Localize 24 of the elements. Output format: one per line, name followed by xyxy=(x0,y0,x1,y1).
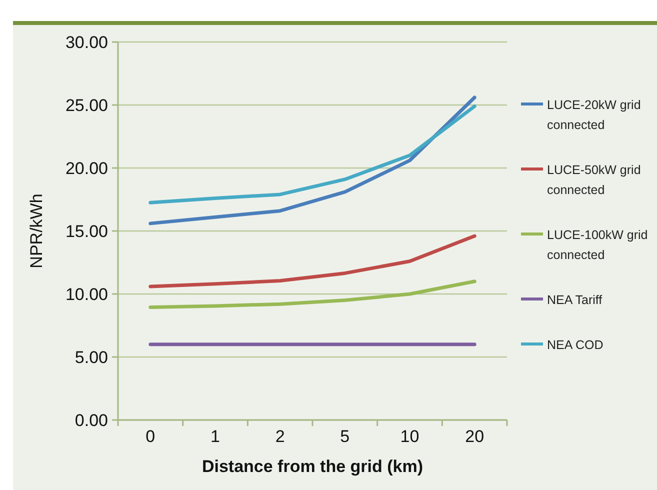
legend-label: LUCE-20kW grid connected xyxy=(547,98,641,132)
y-tick-label: 0.00 xyxy=(74,410,108,430)
x-tick-label: 0 xyxy=(146,427,156,446)
line-series xyxy=(148,104,476,204)
y-tick-label: 10.00 xyxy=(65,284,108,304)
legend-label: NEA Tariff xyxy=(547,293,603,307)
y-tick-label: 5.00 xyxy=(74,348,108,367)
x-tick-label: 2 xyxy=(275,427,285,446)
x-axis-title: Distance from the grid (km) xyxy=(202,457,424,476)
line-series xyxy=(148,234,476,288)
y-tick-label: 25.00 xyxy=(65,96,108,115)
y-axis-title: NPR/kWh xyxy=(27,194,46,268)
line-series xyxy=(148,96,476,226)
y-tick-label: 20.00 xyxy=(65,158,108,178)
legend-label: LUCE-50kW grid connected xyxy=(547,163,641,197)
legend-label: NEA COD xyxy=(547,338,604,352)
line-series xyxy=(148,280,476,309)
x-tick-label: 20 xyxy=(465,427,484,446)
x-tick-label: 5 xyxy=(340,427,350,446)
y-tick-label: 15.00 xyxy=(65,222,108,241)
legend-label: LUCE-100kW grid connected xyxy=(547,228,648,262)
y-tick-label: 30.00 xyxy=(65,32,108,52)
x-tick-label: 10 xyxy=(400,427,420,446)
x-tick-label: 1 xyxy=(210,427,220,446)
